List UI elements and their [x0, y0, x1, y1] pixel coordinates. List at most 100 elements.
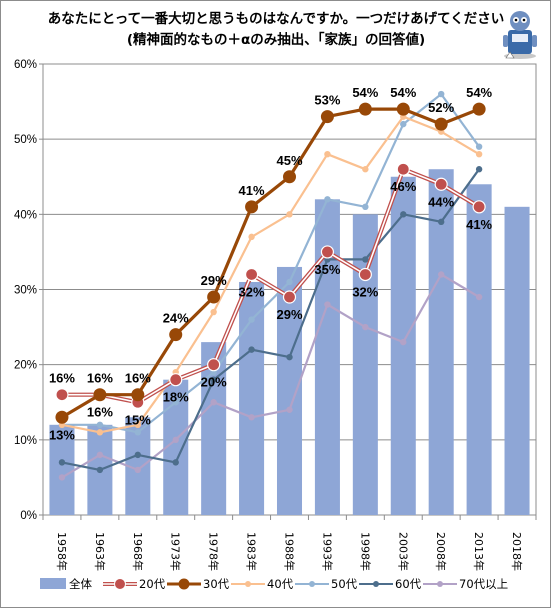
- point-30s: [283, 170, 296, 184]
- point: [248, 233, 255, 241]
- point-30s: [207, 290, 221, 304]
- y-tick-label: 0%: [20, 510, 37, 522]
- x-tick-label: 2008年: [434, 532, 448, 571]
- data-label: 29%: [201, 273, 227, 288]
- point: [210, 376, 217, 383]
- point: [362, 166, 369, 173]
- bar: [428, 169, 454, 515]
- x-tick-label: 1963年: [93, 532, 107, 571]
- point: [286, 353, 293, 361]
- series-line: [61, 273, 480, 479]
- x-tick-label: 1983年: [245, 532, 259, 571]
- legend-marker: [245, 581, 251, 587]
- bar: [466, 184, 492, 515]
- legend-label: 70代以上: [459, 577, 508, 591]
- line-series: [55, 90, 486, 481]
- point: [324, 196, 331, 203]
- data-label: 45%: [276, 153, 302, 168]
- y-tick-label: 60%: [14, 59, 37, 71]
- bar: [352, 214, 378, 516]
- point: [362, 203, 369, 211]
- legend-marker: [437, 581, 443, 587]
- point: [210, 399, 217, 406]
- legend: 全体 20代 30代 40代 50代 60代 70代以上: [40, 577, 508, 591]
- point: [286, 406, 293, 413]
- point: [172, 459, 179, 466]
- data-label: 20%: [201, 375, 227, 390]
- point-30s: [169, 328, 183, 342]
- legend-label: 20代: [139, 577, 166, 591]
- legend-marker: [178, 578, 190, 590]
- legend-label: 60代: [395, 577, 422, 591]
- point: [437, 271, 445, 278]
- chart-subtitle: (精神面的なもの＋αのみ抽出、「家族」の回答値): [127, 31, 425, 48]
- point-20s: [169, 373, 183, 387]
- point-30s: [245, 200, 259, 214]
- point: [475, 166, 483, 173]
- legend-marker: [373, 581, 379, 587]
- y-tick-label: 10%: [14, 435, 37, 447]
- point: [248, 316, 255, 323]
- point-30s: [55, 410, 69, 424]
- point: [324, 151, 331, 158]
- point-30s: [320, 110, 334, 124]
- legend-label: 40代: [267, 577, 294, 591]
- data-label: 35%: [314, 262, 340, 277]
- x-tick-label: 2018年: [510, 532, 524, 571]
- y-tick-label: 40%: [14, 209, 37, 221]
- point: [437, 90, 445, 98]
- x-tick-label: 1973年: [169, 532, 183, 571]
- point: [475, 293, 483, 301]
- bar: [390, 176, 416, 515]
- point-20s: [244, 267, 259, 282]
- point: [475, 143, 483, 150]
- data-label: 54%: [390, 85, 416, 100]
- point-20s: [320, 245, 335, 259]
- point: [362, 256, 369, 263]
- data-label: 18%: [163, 390, 189, 405]
- bar: [504, 206, 530, 516]
- data-label: 41%: [239, 183, 265, 198]
- point: [286, 278, 293, 286]
- x-axis: 1958年 1963年 1968年 1973年 1978年 1983年 1988年 1993年…: [42, 515, 537, 571]
- data-label: 44%: [428, 194, 454, 209]
- legend-label: 全体: [69, 577, 92, 591]
- y-tick-label: 20%: [14, 360, 37, 372]
- point-30s: [358, 102, 372, 116]
- x-tick-label: 2013年: [472, 532, 486, 571]
- x-tick-label: 1968年: [131, 532, 145, 571]
- x-tick-label: 1978年: [207, 532, 221, 571]
- data-label: 16%: [125, 371, 151, 386]
- point: [248, 414, 255, 421]
- legend-swatch-bar: [40, 578, 66, 589]
- legend-label: 50代: [331, 577, 358, 591]
- data-label: 46%: [390, 179, 416, 194]
- data-label: 15%: [125, 412, 151, 427]
- y-tick-label: 50%: [14, 134, 37, 146]
- point-30s: [396, 102, 410, 116]
- point: [58, 474, 66, 481]
- point: [134, 429, 142, 436]
- bar: [276, 266, 303, 515]
- y-axis: 0% 10% 20% 30% 40% 50% 60%: [14, 59, 43, 522]
- x-tick-label: 2003年: [396, 532, 410, 571]
- data-label: 52%: [428, 100, 454, 115]
- data-label: 32%: [239, 284, 265, 299]
- data-label: 29%: [276, 307, 302, 322]
- x-tick-label: 1998年: [358, 532, 372, 571]
- point: [210, 308, 217, 316]
- data-label: 13%: [49, 427, 75, 442]
- point: [96, 466, 104, 474]
- bar-series: [49, 169, 530, 516]
- point-20s: [207, 358, 221, 372]
- point: [475, 151, 483, 158]
- point: [172, 436, 179, 444]
- series-line-20s-inner: [62, 168, 480, 404]
- legend-marker: [114, 578, 126, 590]
- x-tick-label: 1958年: [55, 532, 69, 571]
- robot-mascot-icon: [503, 11, 537, 59]
- series-line: [61, 168, 480, 471]
- point: [400, 211, 407, 218]
- point: [96, 429, 104, 436]
- point: [96, 451, 104, 459]
